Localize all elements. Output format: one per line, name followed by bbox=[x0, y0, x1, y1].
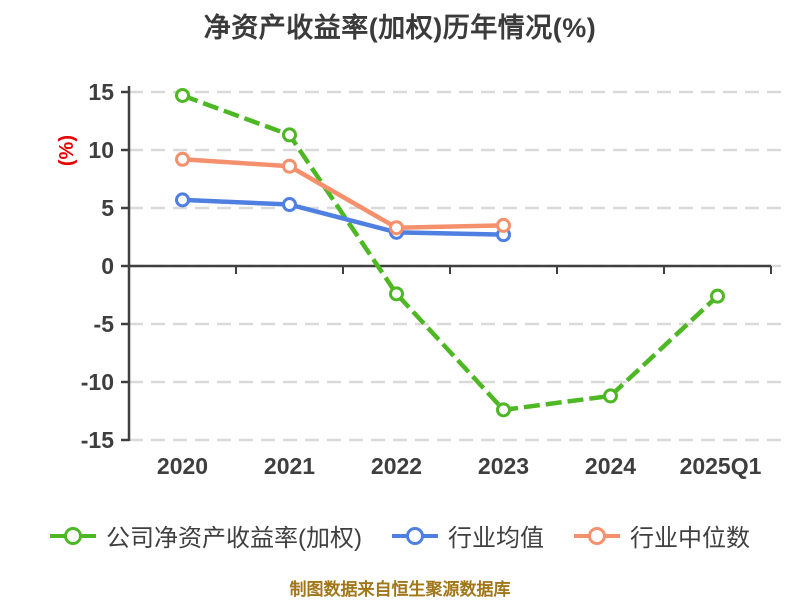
y-tick-label-5: 5 bbox=[101, 195, 114, 221]
x-tick-label-2024: 2024 bbox=[584, 453, 637, 479]
series-line-0 bbox=[181, 93, 720, 413]
x-tick-label-2020: 2020 bbox=[156, 453, 209, 479]
data-point bbox=[389, 220, 404, 236]
legend-marker-icon bbox=[573, 526, 620, 545]
legend: 公司净资产收益率(加权) 行业均值 行业中位数 bbox=[0, 518, 800, 553]
x-tick-label-2022: 2022 bbox=[370, 453, 423, 479]
legend-marker-icon bbox=[50, 526, 96, 545]
y-tick-label-0: 0 bbox=[101, 253, 114, 279]
y-tick-label-10: 10 bbox=[88, 137, 114, 163]
legend-label: 行业均值 bbox=[447, 525, 544, 552]
x-tick-label-2025q1: 2025Q1 bbox=[679, 453, 762, 479]
data-point bbox=[175, 87, 190, 103]
data-point bbox=[282, 158, 297, 174]
series-line-2 bbox=[182, 157, 504, 230]
data-point bbox=[175, 192, 190, 208]
data-point bbox=[496, 217, 511, 233]
legend-label: 行业中位数 bbox=[629, 525, 750, 552]
y-tick-label-neg15: -15 bbox=[80, 427, 114, 453]
legend-item-industry-mean: 行业均值 bbox=[391, 518, 544, 553]
x-tick-label-2023: 2023 bbox=[477, 453, 530, 479]
data-point bbox=[282, 127, 297, 143]
data-point bbox=[175, 151, 190, 167]
y-tick-label-neg10: -10 bbox=[80, 369, 114, 395]
legend-item-company-roe: 公司净资产收益率(加权) bbox=[50, 518, 362, 553]
y-tick-label-15: 15 bbox=[88, 79, 114, 105]
data-point bbox=[710, 288, 725, 304]
y-tick-label-neg5: -5 bbox=[93, 311, 114, 337]
data-point bbox=[603, 388, 618, 404]
legend-item-industry-median: 行业中位数 bbox=[573, 518, 750, 553]
legend-label: 公司净资产收益率(加权) bbox=[106, 525, 362, 552]
chart-title: 净资产收益率(加权)历年情况(%) bbox=[203, 13, 597, 43]
legend-marker-icon bbox=[391, 526, 438, 545]
data-point bbox=[496, 402, 511, 418]
x-tick-label-2021: 2021 bbox=[263, 453, 316, 479]
data-point bbox=[282, 197, 297, 213]
data-point bbox=[389, 286, 404, 302]
series-line-1 bbox=[182, 197, 504, 237]
data-source-caption: 制图数据来自恒生聚源数据库 bbox=[289, 580, 511, 599]
